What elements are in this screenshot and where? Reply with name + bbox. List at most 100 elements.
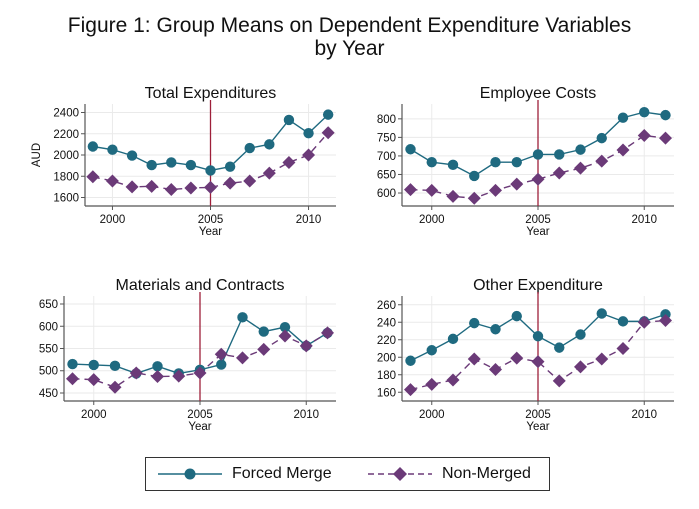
figure-title-line-2: by Year xyxy=(314,37,385,60)
data-point-non-merged xyxy=(616,342,630,355)
data-point-non-merged xyxy=(616,143,630,157)
legend: Forced Merge Non-Merged xyxy=(145,457,550,491)
data-point-non-merged xyxy=(595,352,609,366)
data-point-forced-merge xyxy=(205,165,216,176)
data-point-forced-merge xyxy=(575,329,586,340)
legend-marker-circle-icon xyxy=(158,468,222,480)
panel-title: Other Expenditure xyxy=(473,277,603,294)
data-point-non-merged xyxy=(184,181,198,195)
legend-label-non-merged: Non-Merged xyxy=(442,465,531,482)
y-tick-label: 200 xyxy=(377,352,396,364)
data-point-forced-merge xyxy=(224,161,236,172)
data-point-non-merged xyxy=(659,314,672,327)
data-point-non-merged xyxy=(659,131,672,145)
data-point-non-merged xyxy=(531,355,545,369)
data-point-forced-merge xyxy=(279,321,291,333)
data-point-non-merged xyxy=(425,377,439,391)
data-point-non-merged xyxy=(467,191,481,205)
data-point-non-merged xyxy=(404,383,417,397)
data-point-non-merged xyxy=(552,374,566,388)
data-point-forced-merge xyxy=(88,359,99,371)
legend-marker-diamond-icon xyxy=(368,467,432,481)
y-tick-label: 180 xyxy=(377,370,396,382)
x-axis-label: Year xyxy=(188,421,211,433)
x-tick-label: 2005 xyxy=(525,214,551,226)
data-point-non-merged xyxy=(302,148,316,162)
data-point-forced-merge xyxy=(237,312,248,323)
data-point-forced-merge xyxy=(67,358,78,370)
data-point-forced-merge xyxy=(554,149,565,160)
chart-panel-2: Materials and Contracts 450 500 550 600 650 20… xyxy=(39,277,336,433)
x-tick-label: 2005 xyxy=(198,214,224,226)
data-point-non-merged xyxy=(193,366,207,380)
x-tick-label: 2010 xyxy=(631,409,657,421)
data-point-non-merged xyxy=(223,176,237,190)
data-point-non-merged xyxy=(236,351,249,365)
x-tick-label: 2010 xyxy=(296,214,322,226)
chart-panel-1: Employee Costs 600 650 700 750 800 2000 2005 201… xyxy=(377,85,674,238)
chart-panel-0: Total Expenditures 1600 1800 2000 2200 2400 20… xyxy=(31,85,336,238)
data-point-non-merged xyxy=(145,179,159,193)
x-axis-label: Year xyxy=(199,226,222,238)
data-point-non-merged xyxy=(637,129,651,143)
y-tick-label: 1800 xyxy=(53,171,79,183)
y-tick-label: 500 xyxy=(39,366,58,378)
data-point-forced-merge xyxy=(146,159,157,171)
data-point-forced-merge xyxy=(617,112,629,123)
data-point-non-merged xyxy=(552,166,566,180)
y-tick-label: 600 xyxy=(377,188,396,200)
x-tick-label: 2000 xyxy=(419,214,445,226)
data-point-non-merged xyxy=(595,154,609,168)
data-point-non-merged xyxy=(404,183,417,197)
data-point-forced-merge xyxy=(126,150,138,161)
data-point-forced-merge xyxy=(152,361,163,372)
data-point-forced-merge xyxy=(469,170,480,182)
data-point-forced-merge xyxy=(216,359,227,370)
data-point-non-merged xyxy=(257,342,271,356)
y-tick-label: 800 xyxy=(377,114,396,126)
x-tick-label: 2010 xyxy=(631,214,657,226)
data-point-forced-merge xyxy=(426,157,437,168)
data-point-non-merged xyxy=(574,360,587,374)
y-tick-label: 1600 xyxy=(53,193,79,205)
data-point-forced-merge xyxy=(109,360,121,372)
data-point-non-merged xyxy=(321,326,334,340)
data-point-forced-merge xyxy=(426,345,437,356)
data-point-non-merged xyxy=(129,366,143,380)
data-point-forced-merge xyxy=(596,132,607,144)
data-point-forced-merge xyxy=(283,114,295,126)
data-point-forced-merge xyxy=(303,128,314,139)
data-point-forced-merge xyxy=(185,159,197,171)
data-point-forced-merge xyxy=(511,157,522,168)
y-tick-label: 2000 xyxy=(53,150,79,162)
data-point-non-merged xyxy=(262,166,276,180)
data-point-non-merged xyxy=(105,174,119,188)
data-point-non-merged xyxy=(489,183,502,197)
x-tick-label: 2010 xyxy=(293,409,319,421)
data-point-non-merged xyxy=(151,370,164,384)
y-axis-label: AUD xyxy=(31,143,43,167)
x-tick-label: 2000 xyxy=(81,409,107,421)
data-point-non-merged xyxy=(164,183,178,197)
data-point-non-merged xyxy=(214,347,228,361)
data-point-non-merged xyxy=(510,351,524,365)
data-point-forced-merge xyxy=(490,157,501,168)
y-tick-label: 750 xyxy=(377,132,396,144)
data-point-forced-merge xyxy=(447,333,459,345)
y-tick-label: 220 xyxy=(377,335,396,347)
y-tick-label: 650 xyxy=(39,299,58,311)
y-tick-label: 550 xyxy=(39,344,58,356)
x-tick-label: 2005 xyxy=(187,409,213,421)
data-point-forced-merge xyxy=(639,106,650,118)
data-point-non-merged xyxy=(574,161,587,175)
data-point-non-merged xyxy=(278,329,292,343)
data-point-non-merged xyxy=(172,369,186,383)
data-point-non-merged xyxy=(86,170,100,184)
data-point-non-merged xyxy=(467,352,481,366)
data-point-forced-merge xyxy=(405,144,416,155)
data-point-non-merged xyxy=(125,180,139,194)
data-point-forced-merge xyxy=(447,159,459,171)
data-point-forced-merge xyxy=(264,139,275,150)
figure-title: Figure 1: Group Means on Dependent Expen… xyxy=(0,14,699,60)
